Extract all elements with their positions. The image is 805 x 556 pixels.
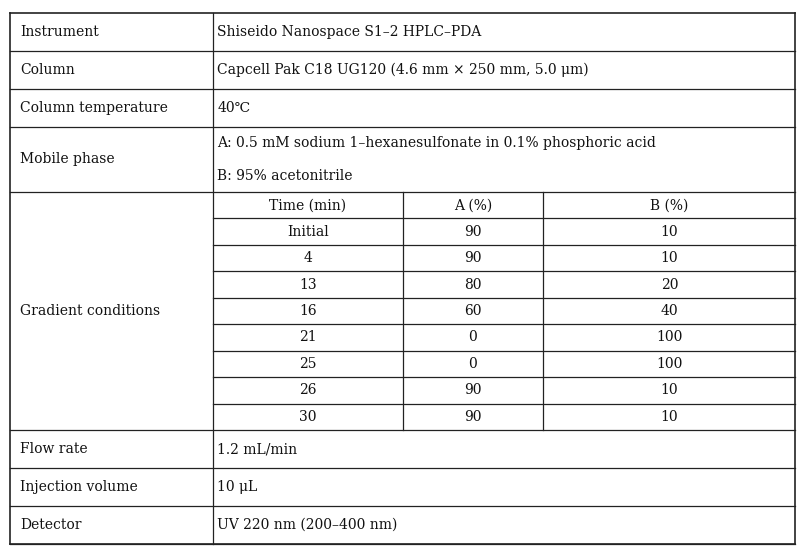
Text: 10: 10	[661, 384, 678, 398]
Text: 90: 90	[464, 251, 481, 265]
Text: 26: 26	[299, 384, 316, 398]
Text: 21: 21	[299, 330, 316, 345]
Text: Instrument: Instrument	[20, 25, 99, 39]
Text: 4: 4	[303, 251, 312, 265]
Text: 20: 20	[661, 277, 678, 291]
Text: 60: 60	[464, 304, 481, 318]
Text: 0: 0	[469, 330, 477, 345]
Text: 10 μL: 10 μL	[217, 480, 258, 494]
Text: 10: 10	[661, 410, 678, 424]
Text: 100: 100	[656, 330, 683, 345]
Text: 13: 13	[299, 277, 316, 291]
Text: A (%): A (%)	[454, 198, 492, 212]
Text: 0: 0	[469, 357, 477, 371]
Text: 10: 10	[661, 251, 678, 265]
Text: 90: 90	[464, 225, 481, 239]
Text: 25: 25	[299, 357, 316, 371]
Text: 90: 90	[464, 384, 481, 398]
Text: 80: 80	[464, 277, 481, 291]
Text: 40℃: 40℃	[217, 101, 250, 115]
Text: 1.2 mL/min: 1.2 mL/min	[217, 442, 298, 456]
Text: Capcell Pak C18 UG120 (4.6 mm × 250 mm, 5.0 μm): Capcell Pak C18 UG120 (4.6 mm × 250 mm, …	[217, 63, 589, 77]
Text: B: 95% acetonitrile: B: 95% acetonitrile	[217, 168, 353, 183]
Text: Column: Column	[20, 63, 75, 77]
Text: Time (min): Time (min)	[270, 198, 346, 212]
Text: 16: 16	[299, 304, 316, 318]
Text: Column temperature: Column temperature	[20, 101, 168, 115]
Text: 40: 40	[661, 304, 678, 318]
Text: 90: 90	[464, 410, 481, 424]
Text: UV 220 nm (200–400 nm): UV 220 nm (200–400 nm)	[217, 518, 398, 532]
Text: Mobile phase: Mobile phase	[20, 152, 115, 166]
Text: Gradient conditions: Gradient conditions	[20, 304, 160, 318]
Text: 10: 10	[661, 225, 678, 239]
Text: B (%): B (%)	[650, 198, 688, 212]
Text: Initial: Initial	[287, 225, 328, 239]
Text: A: 0.5 mM sodium 1–hexanesulfonate in 0.1% phosphoric acid: A: 0.5 mM sodium 1–hexanesulfonate in 0.…	[217, 136, 656, 150]
Text: Detector: Detector	[20, 518, 81, 532]
Text: Shiseido Nanospace S1–2 HPLC–PDA: Shiseido Nanospace S1–2 HPLC–PDA	[217, 25, 481, 39]
Text: Injection volume: Injection volume	[20, 480, 138, 494]
Text: 100: 100	[656, 357, 683, 371]
Text: 30: 30	[299, 410, 316, 424]
Text: Flow rate: Flow rate	[20, 442, 88, 456]
